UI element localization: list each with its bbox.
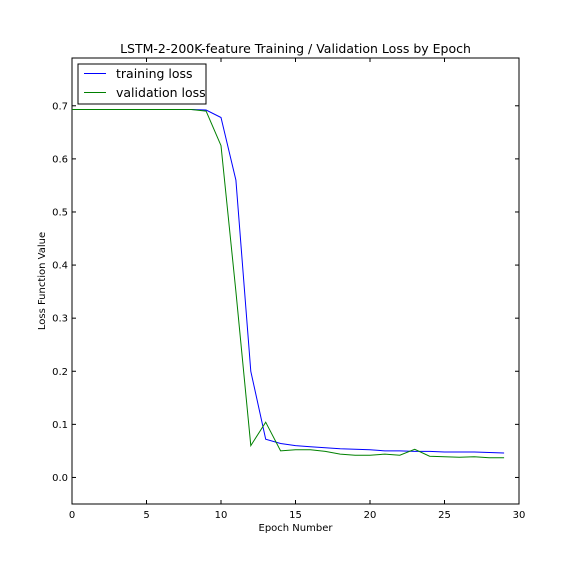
plot-frame xyxy=(71,57,520,505)
legend-label-training-loss: training loss xyxy=(116,66,193,81)
y-tick-label: 0.1 xyxy=(52,420,68,431)
y-tick-label: 0.0 xyxy=(52,473,68,484)
y-axis-label: Loss Function Value xyxy=(37,232,48,330)
legend-label-validation-loss: validation loss xyxy=(116,85,206,100)
y-tick-label: 0.7 xyxy=(52,101,68,112)
x-tick-label: 15 xyxy=(289,510,302,521)
x-tick-label: 10 xyxy=(215,510,228,521)
x-axis-label: Epoch Number xyxy=(259,523,334,534)
x-tick-label: 5 xyxy=(143,510,149,521)
series-lines xyxy=(72,109,505,459)
y-tick-label: 0.6 xyxy=(52,154,68,165)
legend-box xyxy=(77,63,207,105)
x-tick-label: 20 xyxy=(364,510,377,521)
axis-ticks: 0 5 10 15 20 25 30 0.0 0.1 0.2 0.3 0.4 0.5 0.6 0.7 xyxy=(52,58,525,521)
y-tick-label: 0.5 xyxy=(52,207,68,218)
y-tick-label: 0.4 xyxy=(52,261,68,272)
chart-title: LSTM-2-200K-feature Training / Validatio… xyxy=(120,41,471,56)
x-tick-label: 25 xyxy=(438,510,451,521)
x-tick-label: 30 xyxy=(513,510,526,521)
y-tick-label: 0.3 xyxy=(52,314,68,325)
legend: training loss validation loss xyxy=(77,63,207,105)
x-tick-label: 0 xyxy=(69,510,75,521)
series-line-validation-loss xyxy=(72,109,505,459)
y-tick-label: 0.2 xyxy=(52,367,68,378)
